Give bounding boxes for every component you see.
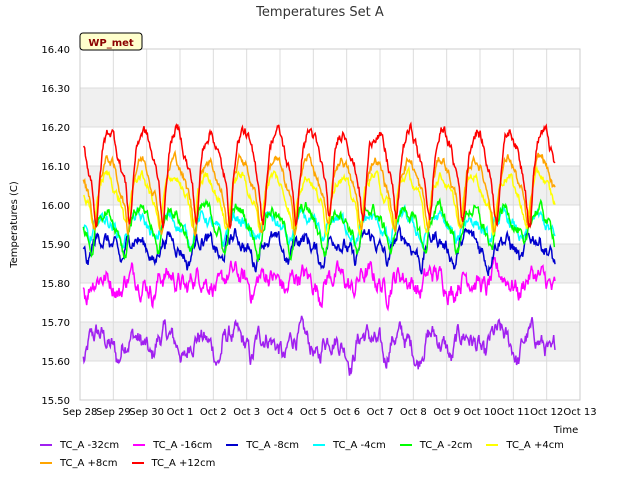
legend-label: TC_A -4cm [332, 439, 386, 451]
legend-label: TC_A +4cm [506, 439, 564, 451]
x-tick-label: Oct 1 [167, 407, 194, 418]
legend-swatch [312, 444, 325, 446]
legend-swatch [133, 444, 146, 446]
x-tick-label: Sep 30 [129, 407, 164, 418]
legend-swatch [40, 462, 52, 464]
y-tick-label: 16.30 [41, 84, 70, 95]
x-tick-label: Oct 5 [300, 407, 327, 418]
legend-item: TC_A +12cm [131, 457, 216, 469]
legend-label: TC_A -8cm [246, 439, 299, 451]
legend-item: TC_A +4cm [486, 440, 564, 451]
legend-label: TC_A -32cm [60, 439, 120, 451]
legend-row: TC_A -32cm TC_A -16cm TC_A -8cm TC_A -4cm TC… [40, 436, 630, 454]
legend-swatch [40, 444, 52, 446]
x-tick-label: Oct 12 [530, 407, 563, 418]
legend-item: TC_A -32cm [40, 440, 119, 451]
x-tick-label: Oct 4 [267, 407, 294, 418]
x-tick-label: Oct 13 [563, 407, 596, 418]
legend: TC_A -32cm TC_A -16cm TC_A -8cm TC_A -4cm TC… [40, 436, 630, 472]
y-tick-label: 15.50 [41, 396, 70, 407]
plot-frame [79, 48, 581, 401]
legend-item: TC_A -16cm [133, 440, 212, 451]
y-tick-label: 15.80 [41, 279, 70, 290]
y-tick-label: 16.20 [41, 123, 70, 134]
x-tick-label: Oct 10 [463, 407, 496, 418]
legend-swatch [486, 444, 499, 446]
legend-item: TC_A -2cm [399, 439, 473, 451]
x-axis-label: Time [553, 425, 578, 436]
series-line-2 [82, 224, 556, 276]
y-tick-label: 15.90 [41, 240, 70, 251]
series-line-1 [82, 256, 556, 312]
legend-label: TC_A -16cm [153, 439, 213, 451]
legend-swatch [131, 462, 144, 464]
legend-swatch [226, 444, 239, 446]
site-label: WP_met [88, 38, 134, 49]
y-axis-label: Temperatures (C) [9, 181, 20, 269]
series-line-0 [82, 315, 556, 376]
x-tick-label: Oct 6 [333, 407, 360, 418]
x-tick-label: Oct 8 [400, 407, 427, 418]
legend-swatch [399, 444, 412, 446]
legend-item: TC_A -4cm [312, 439, 386, 451]
x-tick-label: Oct 11 [497, 407, 530, 418]
grid-band [80, 166, 580, 205]
y-tick-label: 15.60 [41, 357, 70, 368]
legend-row: TC_A +8cm TC_A +12cm [40, 454, 630, 472]
legend-label: TC_A +8cm [60, 457, 118, 469]
y-tick-label: 16.40 [41, 45, 70, 56]
legend-label: TC_A -2cm [419, 439, 473, 451]
y-tick-label: 15.70 [41, 318, 70, 329]
chart-title: Temperatures Set A [255, 5, 384, 20]
x-tick-label: Oct 3 [233, 407, 260, 418]
x-tick-label: Sep 28 [63, 407, 98, 418]
x-tick-label: Oct 7 [367, 407, 394, 418]
x-tick-label: Oct 9 [433, 407, 460, 418]
x-tick-label: Oct 2 [200, 407, 227, 418]
site-label-box [79, 32, 143, 51]
y-tick-label: 16.10 [41, 162, 70, 173]
legend-item: TC_A +8cm [40, 458, 118, 469]
legend-item: TC_A -8cm [226, 440, 299, 451]
grid-band [80, 88, 580, 127]
x-tick-label: Sep 29 [96, 407, 131, 418]
series-line-7 [83, 121, 556, 230]
y-tick-label: 16.00 [41, 201, 70, 212]
legend-label: TC_A +12cm [151, 457, 216, 469]
series-line-6 [82, 149, 556, 238]
